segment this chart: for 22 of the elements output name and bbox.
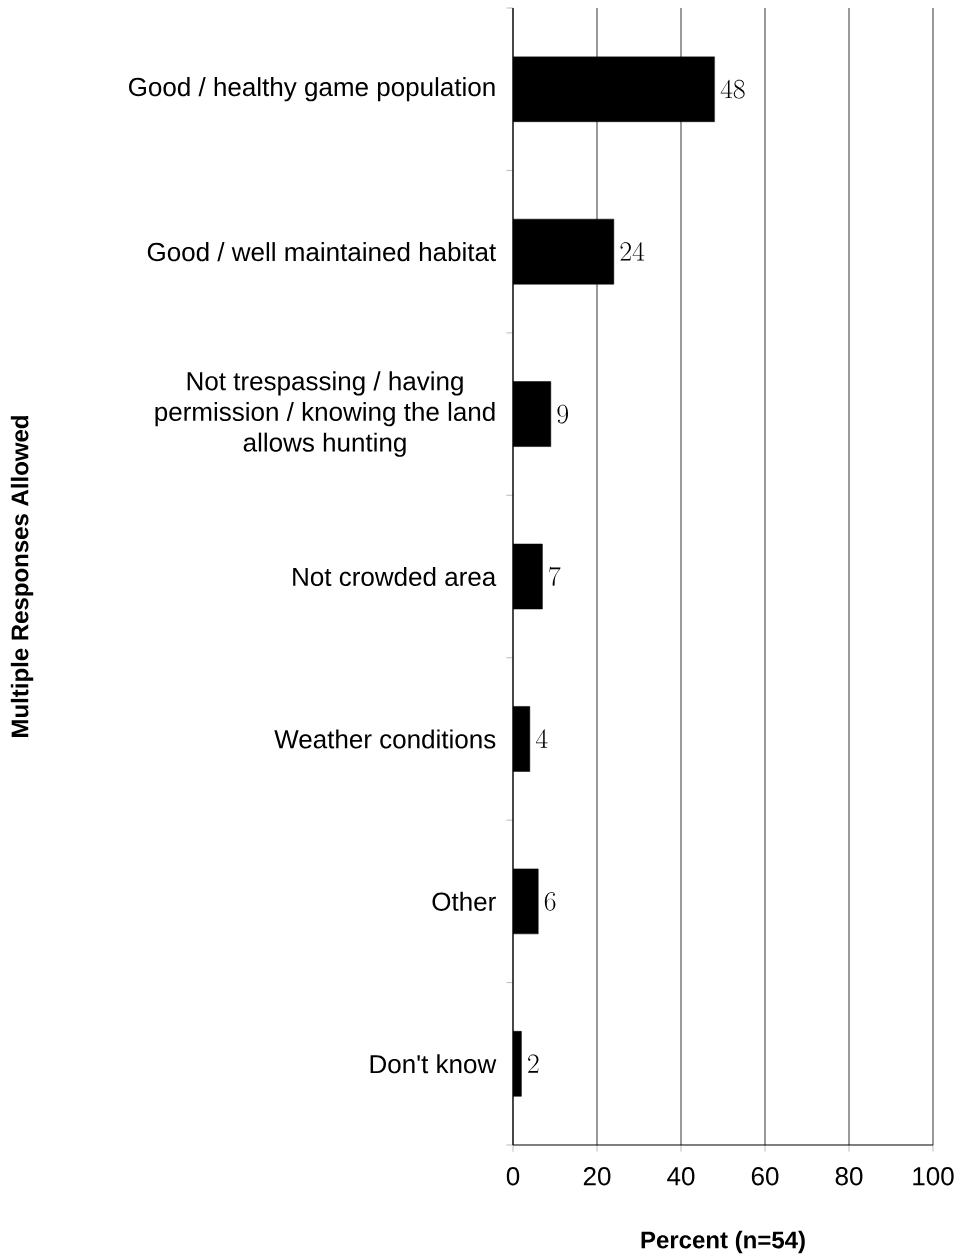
y-tick-label: Good / well maintained habitat — [147, 242, 497, 262]
x-tick-label: 20 — [583, 1167, 611, 1186]
data-label: 48 — [720, 79, 745, 99]
data-label: 7 — [549, 566, 561, 586]
y-tick-label: Other — [432, 891, 496, 911]
x-tick-label: 60 — [751, 1167, 779, 1186]
y-tick-label: Good / healthy game population — [129, 77, 495, 102]
data-label: 6 — [544, 892, 556, 911]
y-tick-label: Not crowded area — [293, 566, 497, 587]
data-label: 9 — [557, 404, 569, 424]
data-label: 2 — [528, 1054, 539, 1073]
y-tick-label: Not trespassing / having permission / knowing the land allows hunting — [155, 371, 495, 457]
x-tick-label: 0 — [506, 1167, 520, 1186]
data-label: 24 — [620, 242, 645, 261]
x-tick-label: 40 — [667, 1167, 695, 1186]
y-axis-title: Multiple Responses Allowed — [10, 416, 34, 737]
y-tick-label: Weather conditions — [274, 729, 496, 749]
y-tick-label: Don't know — [370, 1054, 497, 1074]
x-axis-title: Percent (n=54) — [641, 1230, 805, 1254]
x-tick-label: 80 — [835, 1167, 863, 1186]
data-label: 4 — [535, 729, 548, 748]
x-tick-label: 100 — [913, 1167, 954, 1186]
